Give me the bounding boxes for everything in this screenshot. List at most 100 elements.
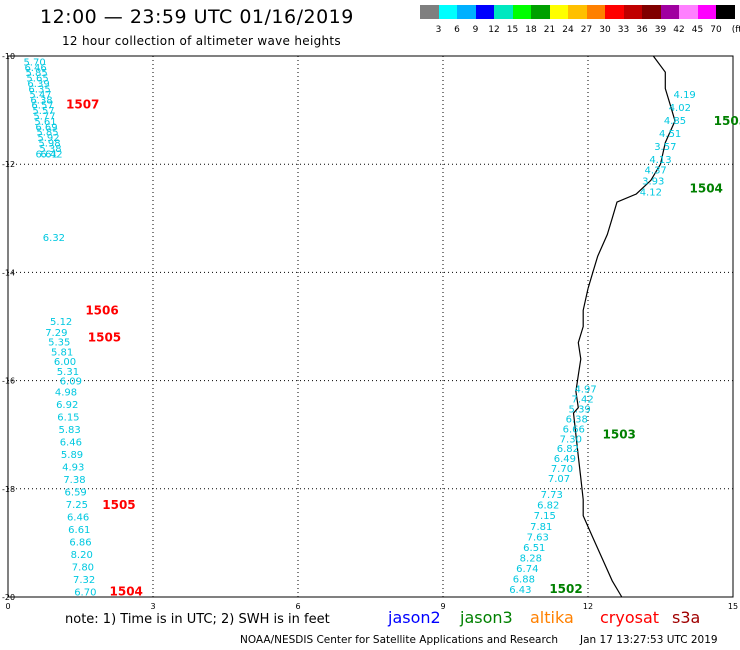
swh-value: 4.98 — [55, 387, 77, 398]
swh-value: 7.15 — [534, 511, 556, 522]
coastline — [572, 55, 676, 598]
swh-value: 8.20 — [71, 550, 93, 561]
x-tick-label: 6 — [295, 602, 300, 611]
y-tick-label: -14 — [2, 268, 15, 277]
swh-value: 5.12 — [50, 317, 72, 328]
y-tick-label: -10 — [2, 52, 15, 61]
scale-label: 21 — [543, 25, 556, 35]
scale-label: 24 — [562, 25, 574, 35]
swh-value: 7.07 — [548, 474, 570, 485]
y-tick-label: -12 — [2, 160, 15, 169]
swh-value: 4.85 — [664, 116, 686, 127]
swh-value: 7.32 — [73, 575, 95, 586]
swh-value: 7.25 — [66, 500, 88, 511]
swh-value: 6.43 — [509, 585, 531, 596]
scale-label: 33 — [617, 25, 630, 35]
swh-value: 5.89 — [61, 450, 83, 461]
swh-value: 7.42 — [571, 395, 593, 406]
swh-value: 5.61 — [34, 117, 56, 128]
swh-value: 6.92 — [56, 400, 78, 411]
swh-value: 6.74 — [516, 564, 538, 575]
swh-value: 3.57 — [654, 142, 676, 153]
swh-value: 7.30 — [560, 434, 582, 445]
scale-swatch — [697, 5, 717, 19]
swh-value: 5.65 — [26, 74, 48, 85]
swh-value: 6.00 — [54, 357, 76, 368]
scale-swatch — [679, 5, 698, 19]
swh-value: 6.61 — [68, 525, 90, 536]
swh-value: 5.39 — [569, 405, 591, 416]
x-tick-label: 12 — [583, 602, 593, 611]
swh-value: 8.28 — [520, 553, 542, 564]
swh-value: 7.81 — [530, 522, 552, 533]
swh-value: 6.69 — [35, 122, 57, 133]
legend-jason2: jason2 — [388, 608, 441, 627]
scale-label: 30 — [599, 25, 611, 35]
swh-value: 4.97 — [574, 385, 596, 396]
swh-value: 6.57 — [31, 101, 53, 112]
scale-swatch — [605, 5, 624, 19]
swh-value: 6.51 — [523, 543, 545, 554]
swh-value: 6.82 — [557, 444, 579, 455]
scale-swatch — [660, 5, 680, 19]
swh-value: 6.09 — [60, 377, 82, 388]
swh-value: 6.70 — [74, 588, 96, 599]
page-title: 12:00 — 23:59 UTC 01/16/2019 — [40, 6, 354, 28]
scale-swatch — [420, 5, 439, 19]
swh-value: 6.59 — [65, 488, 87, 499]
swh-value: 5.57 — [32, 106, 54, 117]
scale-swatch — [642, 5, 661, 19]
scale-label: 42 — [673, 25, 685, 35]
swh-value: 6.88 — [513, 574, 535, 585]
swh-value: 7.80 — [72, 563, 94, 574]
swh-value: 6.82 — [537, 501, 559, 512]
y-tick-label: -20 — [2, 593, 15, 602]
swh-value: 6.35 — [28, 84, 50, 95]
x-tick-label: 15 — [728, 602, 738, 611]
swh-value: 4.51 — [659, 129, 681, 140]
swh-value: 6.32 — [43, 233, 65, 244]
y-tick-label: -18 — [2, 485, 15, 494]
map-frame — [7, 55, 734, 598]
scale-swatch — [512, 5, 532, 19]
swh-value: 6.15 — [57, 412, 79, 423]
pass-label: 1502 — [549, 582, 582, 596]
swh-value: 6.66 — [563, 424, 585, 435]
scale-label: 27 — [580, 25, 593, 35]
swh-value: 5.35 — [48, 338, 70, 349]
pass-label: 1506 — [85, 303, 118, 317]
scale-label: 70 — [710, 25, 722, 35]
scale-swatch — [623, 5, 643, 19]
footer-credit: NOAA/NESDIS Center for Satellite Applica… — [240, 634, 558, 646]
swh-value: 4.37 — [645, 166, 667, 177]
pass-label: 1507 — [66, 98, 99, 112]
swh-value: 4.12 — [640, 187, 662, 198]
scale-label: 45 — [691, 25, 704, 35]
x-tick-label: 9 — [440, 602, 445, 611]
scale-label: 36 — [636, 25, 648, 35]
scale-swatch — [531, 5, 550, 19]
swh-value: 6.39 — [27, 79, 49, 90]
x-tick-label: 3 — [150, 602, 155, 611]
swh-value: 6.38 — [566, 414, 588, 425]
swh-value: 4.13 — [649, 155, 671, 166]
x-tick-label: 0 — [5, 602, 10, 611]
swh-value: 5.85 — [25, 68, 47, 79]
swh-value: 6.46 — [24, 63, 46, 74]
swh-value: 3.93 — [642, 176, 664, 187]
scale-swatch — [549, 5, 569, 19]
scale-swatch — [494, 5, 513, 19]
swh-value: 4.19 — [674, 90, 696, 101]
swh-value: 5.83 — [58, 425, 80, 436]
scale-swatch — [586, 5, 606, 19]
swh-value: 6.42 — [40, 149, 62, 160]
swh-value: 6.46 — [60, 437, 82, 448]
swh-value: 7.63 — [527, 532, 549, 543]
swh-value: 7.38 — [63, 475, 85, 486]
legend-note: note: 1) Time is in UTC; 2) SWH is in fe… — [65, 612, 330, 627]
scale-label: 12 — [488, 25, 500, 35]
scale-label: 9 — [472, 25, 479, 35]
swh-value: 5.77 — [33, 112, 55, 123]
swh-value: 5.38 — [39, 144, 61, 155]
